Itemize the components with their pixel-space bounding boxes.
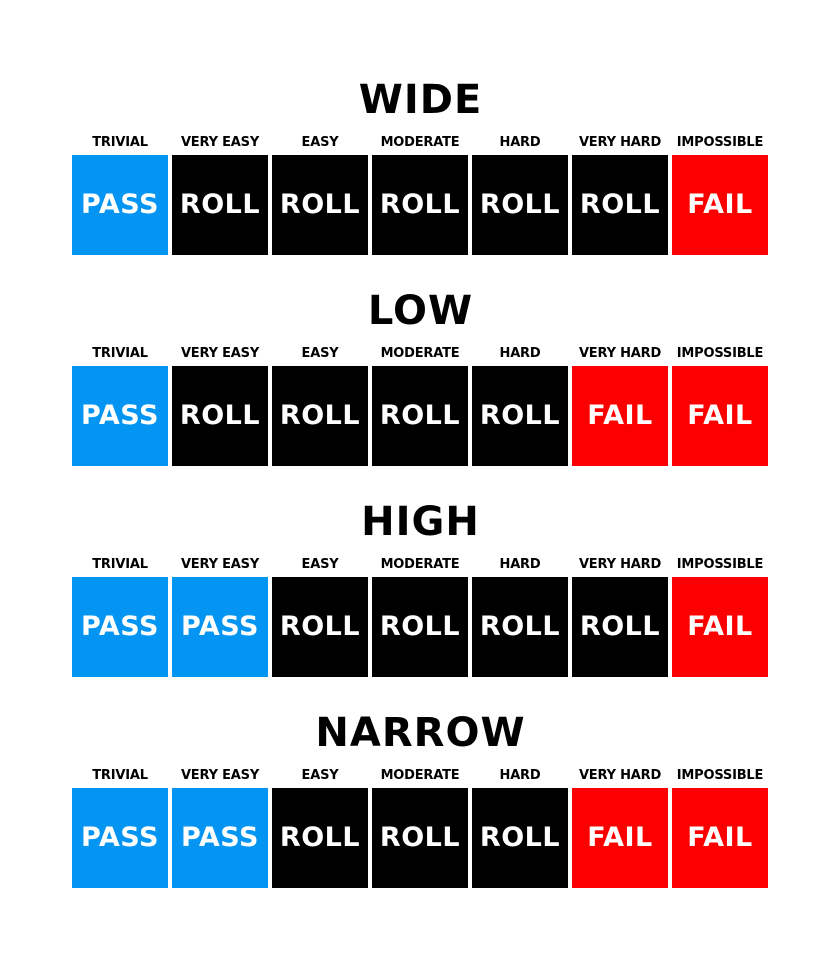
outcome-cell: FAIL [672,366,768,466]
outcome-cell: FAIL [672,788,768,888]
difficulty-labels: TRIVIAL VERY EASY EASY MODERATE HARD VER… [72,556,769,574]
outcome-cell: ROLL [572,155,668,255]
label-moderate: MODERATE [380,557,460,572]
label-impossible: IMPOSSIBLE [676,346,764,361]
label-trivial: TRIVIAL [92,768,148,783]
outcome-row: PASS ROLL ROLL ROLL ROLL FAIL FAIL [72,366,769,466]
outcome-cell: FAIL [672,155,768,255]
outcome-cell: ROLL [272,577,368,677]
outcome-cell: PASS [72,155,168,255]
outcome-cell: FAIL [572,788,668,888]
label-hard: HARD [499,135,541,150]
outcome-cell: ROLL [372,366,468,466]
outcome-cell: ROLL [272,788,368,888]
outcome-row: PASS PASS ROLL ROLL ROLL FAIL FAIL [72,788,769,888]
label-moderate: MODERATE [380,768,460,783]
outcome-cell: ROLL [372,788,468,888]
outcome-row: PASS PASS ROLL ROLL ROLL ROLL FAIL [72,577,769,677]
label-impossible: IMPOSSIBLE [676,135,764,150]
outcome-cell: PASS [172,577,268,677]
label-hard: HARD [499,346,541,361]
outcome-cell: ROLL [472,577,568,677]
label-very-hard: VERY HARD [578,557,662,572]
outcome-row: PASS ROLL ROLL ROLL ROLL ROLL FAIL [72,155,769,255]
outcome-cell: ROLL [472,788,568,888]
section-title: WIDE [358,77,483,123]
difficulty-labels: TRIVIAL VERY EASY EASY MODERATE HARD VER… [72,345,769,363]
label-easy: EASY [301,346,339,361]
outcome-cell: ROLL [172,155,268,255]
label-easy: EASY [301,768,339,783]
outcome-cell: FAIL [572,366,668,466]
label-very-hard: VERY HARD [578,135,662,150]
outcome-cell: FAIL [672,577,768,677]
difficulty-labels: TRIVIAL VERY EASY EASY MODERATE HARD VER… [72,767,769,785]
label-trivial: TRIVIAL [92,135,148,150]
section-title: HIGH [361,499,480,545]
label-very-hard: VERY HARD [578,768,662,783]
label-moderate: MODERATE [380,135,460,150]
outcome-cell: PASS [72,366,168,466]
label-very-hard: VERY HARD [578,346,662,361]
label-moderate: MODERATE [380,346,460,361]
outcome-cell: ROLL [172,366,268,466]
section-title: LOW [367,288,474,334]
outcome-cell: ROLL [572,577,668,677]
label-easy: EASY [301,135,339,150]
outcome-cell: ROLL [372,155,468,255]
difficulty-labels: TRIVIAL VERY EASY EASY MODERATE HARD VER… [72,134,769,152]
label-impossible: IMPOSSIBLE [676,557,764,572]
label-trivial: TRIVIAL [92,557,148,572]
label-very-easy: VERY EASY [180,768,260,783]
outcome-cell: ROLL [472,155,568,255]
label-impossible: IMPOSSIBLE [676,768,764,783]
outcome-cell: PASS [72,577,168,677]
outcome-cell: ROLL [372,577,468,677]
label-very-easy: VERY EASY [180,557,260,572]
outcome-cell: ROLL [272,366,368,466]
label-very-easy: VERY EASY [180,346,260,361]
outcome-cell: ROLL [272,155,368,255]
label-hard: HARD [499,768,541,783]
outcome-cell: PASS [72,788,168,888]
label-trivial: TRIVIAL [92,346,148,361]
label-easy: EASY [301,557,339,572]
outcome-cell: ROLL [472,366,568,466]
outcome-cell: PASS [172,788,268,888]
section-title: NARROW [315,710,526,756]
label-hard: HARD [499,557,541,572]
label-very-easy: VERY EASY [180,135,260,150]
